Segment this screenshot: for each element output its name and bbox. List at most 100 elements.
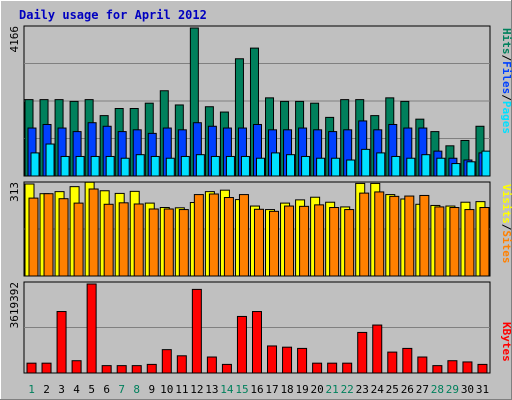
- day-label-5: 5: [88, 383, 95, 396]
- bar-pages-day-19: [301, 155, 311, 177]
- bar-sites-day-20: [314, 204, 325, 277]
- bar-sites-day-11: [178, 209, 189, 277]
- day-label-6: 6: [103, 383, 110, 396]
- day-label-22: 22: [341, 383, 354, 396]
- bar-kbytes-day-19: [297, 347, 308, 374]
- bar-pages-day-29: [451, 163, 461, 177]
- bar-pages-day-13: [210, 155, 220, 177]
- bar-sites-day-12: [193, 194, 204, 277]
- day-label-29: 29: [446, 383, 459, 396]
- bar-sites-day-13: [208, 193, 219, 277]
- bar-kbytes-day-11: [176, 355, 187, 374]
- bar-kbytes-day-23: [357, 331, 368, 374]
- day-label-7: 7: [118, 383, 125, 396]
- bar-kbytes-day-17: [267, 345, 278, 374]
- bar-kbytes-day-29: [447, 360, 458, 374]
- bar-kbytes-day-16: [251, 311, 262, 374]
- bar-pages-day-25: [391, 155, 401, 177]
- bar-kbytes-day-15: [236, 315, 247, 374]
- bar-sites-day-4: [73, 202, 84, 277]
- day-label-11: 11: [175, 383, 188, 396]
- day-label-28: 28: [431, 383, 444, 396]
- bar-pages-day-31: [481, 150, 491, 177]
- bar-kbytes-day-18: [282, 346, 293, 374]
- bar-kbytes-day-26: [402, 347, 413, 374]
- bar-pages-day-28: [436, 157, 446, 177]
- legend-visits: Visits: [500, 184, 512, 224]
- day-label-26: 26: [401, 383, 414, 396]
- bar-sites-day-25: [389, 195, 400, 277]
- legend-hits: Hits: [500, 28, 512, 55]
- bar-kbytes-day-7: [116, 365, 127, 374]
- panel1-max-label: 4166: [8, 26, 21, 53]
- bar-sites-day-17: [269, 210, 280, 277]
- bar-kbytes-day-2: [41, 362, 52, 374]
- day-label-15: 15: [235, 383, 248, 396]
- bar-pages-day-2: [45, 143, 55, 177]
- bar-sites-day-6: [103, 203, 114, 277]
- bar-sites-day-5: [88, 188, 99, 277]
- bar-kbytes-day-13: [206, 356, 217, 374]
- day-label-9: 9: [148, 383, 155, 396]
- bar-pages-day-23: [361, 148, 371, 177]
- bar-kbytes-day-5: [86, 283, 97, 374]
- day-label-17: 17: [265, 383, 278, 396]
- legend-sep-3: /: [500, 224, 512, 231]
- bar-sites-day-26: [404, 195, 415, 277]
- bar-sites-day-7: [118, 202, 129, 277]
- bar-kbytes-day-20: [312, 362, 323, 374]
- bar-pages-day-4: [75, 155, 85, 177]
- bar-pages-day-1: [30, 152, 40, 177]
- day-label-10: 10: [160, 383, 173, 396]
- day-label-25: 25: [386, 383, 399, 396]
- bar-pages-day-3: [60, 155, 70, 177]
- day-label-13: 13: [205, 383, 218, 396]
- bar-sites-day-22: [344, 209, 355, 277]
- bar-kbytes-day-12: [191, 288, 202, 374]
- bar-kbytes-day-27: [417, 356, 428, 374]
- bar-sites-day-9: [148, 208, 159, 277]
- bar-kbytes-day-6: [101, 365, 112, 374]
- bar-pages-day-22: [346, 159, 356, 177]
- legend-sites: Sites: [500, 230, 512, 263]
- panel2-max-label: 313: [8, 182, 21, 202]
- bar-kbytes-day-9: [146, 363, 157, 374]
- bar-kbytes-day-21: [327, 362, 338, 374]
- bar-pages-day-30: [466, 161, 476, 177]
- bar-pages-day-12: [195, 154, 205, 177]
- bar-sites-day-16: [253, 208, 264, 277]
- legend-pages: Pages: [500, 101, 512, 134]
- bar-pages-day-20: [316, 157, 326, 177]
- day-label-18: 18: [280, 383, 293, 396]
- day-label-12: 12: [190, 383, 203, 396]
- legend-visits-sites: Visits/Sites: [500, 184, 512, 264]
- bar-pages-day-27: [421, 154, 431, 177]
- bar-sites-day-21: [329, 207, 340, 277]
- bar-sites-day-14: [223, 197, 234, 277]
- bar-pages-day-11: [180, 155, 190, 177]
- bar-sites-day-19: [299, 205, 310, 277]
- day-label-19: 19: [295, 383, 308, 396]
- bar-sites-day-1: [28, 197, 39, 277]
- bar-sites-day-28: [434, 206, 445, 277]
- day-label-21: 21: [326, 383, 339, 396]
- chart-title: Daily usage for April 2012: [19, 8, 207, 22]
- day-label-16: 16: [250, 383, 263, 396]
- bar-pages-day-8: [135, 154, 145, 177]
- bar-kbytes-day-14: [221, 363, 232, 374]
- bar-pages-day-10: [165, 157, 175, 177]
- bar-sites-day-15: [238, 194, 249, 277]
- bar-sites-day-10: [163, 208, 174, 277]
- day-label-2: 2: [43, 383, 50, 396]
- panel3-max-label: 3619392: [8, 282, 21, 328]
- bar-sites-day-29: [449, 207, 460, 277]
- bar-sites-day-31: [479, 207, 490, 277]
- legend-files: Files: [500, 61, 512, 94]
- legend-sep-1: /: [500, 55, 512, 62]
- day-label-24: 24: [371, 383, 385, 396]
- bar-pages-day-24: [376, 152, 386, 177]
- bar-kbytes-day-22: [342, 362, 353, 374]
- bar-kbytes-day-25: [387, 351, 398, 374]
- bar-pages-day-16: [255, 157, 265, 177]
